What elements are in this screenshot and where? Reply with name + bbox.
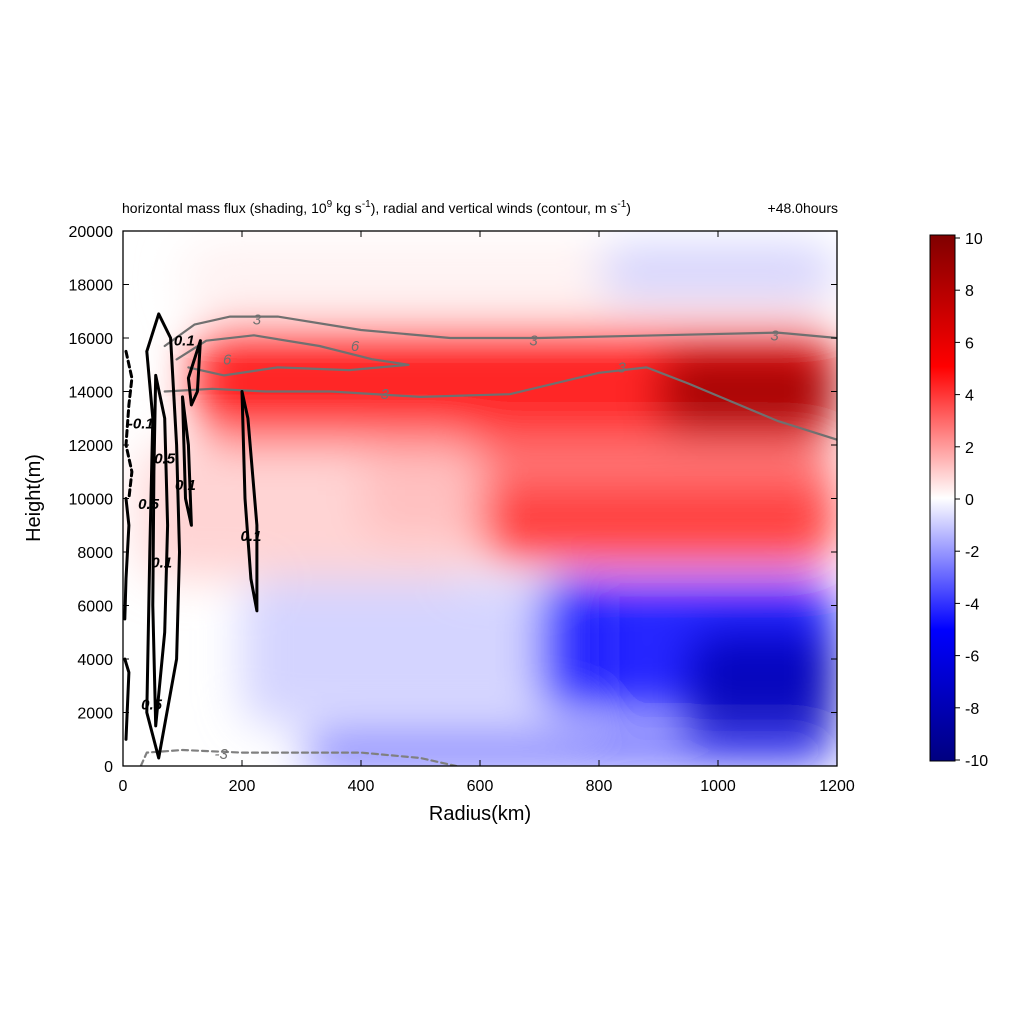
contour-line [124,349,134,500]
contour-label: 0.1 [175,477,196,494]
y-tick-label: 16000 [69,331,114,348]
contour-line [139,748,458,766]
y-tick-label: 8000 [77,545,113,562]
forecast-time-label: +48.0hours [768,200,838,216]
y-axis-ticks: 0 2000 4000 6000 8000 10000 12000 14000 16000 180… [69,224,837,776]
contour-label: 0.5 [141,696,163,713]
x-tick-label: 0 [119,778,128,795]
y-axis-title: Height(m) [23,454,45,542]
y-tick-label: 6000 [77,599,113,616]
y-tick-label: 10000 [69,492,114,509]
contour-label: -3 [215,746,229,763]
colorbar-tick-label: 4 [965,388,974,405]
y-tick-label: 20000 [69,224,114,241]
wind-contours [123,312,837,766]
chart-title: horizontal mass flux (shading, 109 kg s-… [122,199,631,216]
shading-region [480,485,837,566]
colorbar-tick-label: -8 [965,701,979,718]
shading-region [688,632,837,753]
y-tick-label: 0 [104,759,113,776]
colorbar-tick-labels: 10 8 6 4 2 0 -2 -4 -6 -8 -10 [955,231,988,770]
title-sup-minus1-a: -1 [362,199,371,210]
y-tick-label: 18000 [69,278,114,295]
contour-line [123,657,131,741]
x-tick-label: 600 [467,778,494,795]
colorbar: 10 8 6 4 2 0 -2 -4 -6 -8 -10 [929,231,988,770]
title-sup-9: 9 [327,199,333,210]
colorbar-tick-label: 6 [965,335,974,352]
contour-line [181,395,193,527]
colorbar-tick-label: 2 [965,440,974,457]
colorbar-tick-label: -10 [965,753,988,770]
shading-region [242,578,599,726]
title-mid2: ), radial and vertical winds (contour, m… [371,200,618,216]
contour-line [145,312,181,760]
contour-line [151,373,170,728]
y-tick-label: 4000 [77,652,113,669]
x-tick-label: 800 [586,778,613,795]
colorbar-tick-label: 10 [965,231,983,248]
colorbar-gradient [929,234,956,762]
contour-label: 0.5 [154,450,176,467]
shading-region [658,351,837,432]
x-axis-title: Radius(km) [429,803,531,825]
colorbar-tick-label: -2 [965,544,979,561]
title-suffix: ) [626,200,631,216]
colorbar-tick-label: -6 [965,649,979,666]
contour-label: 0.1 [151,555,172,572]
y-tick-label: 14000 [69,385,114,402]
colorbar-tick-label: -4 [965,596,979,613]
shading-region [301,733,837,766]
contour-line [175,334,410,377]
contour-label: 0.1 [240,528,261,545]
x-tick-label: 1000 [700,778,736,795]
contour-label: 0.5 [138,496,160,513]
shading-region [599,244,837,298]
contour-label: 6 [223,351,232,368]
y-tick-label: 12000 [69,438,114,455]
colorbar-tick-label: 0 [965,492,974,509]
title-mid: kg s [332,200,362,216]
title-sup-minus1-b: -1 [617,199,626,210]
contour-line [163,315,837,348]
contour-line [240,390,259,613]
contour-line [163,366,837,441]
x-tick-label: 200 [229,778,256,795]
title-prefix: horizontal mass flux (shading, 10 [122,200,327,216]
colorbar-tick-label: 8 [965,283,974,300]
contour-label: 3 [381,386,390,403]
contour-label: 3 [529,333,538,350]
contour-label: 6 [351,338,360,355]
contour-label: -0.1 [128,416,154,433]
contour-label: 3 [253,311,262,328]
y-tick-label: 2000 [77,706,113,723]
shading-region [140,445,480,579]
contour-label: 3 [770,327,779,344]
x-axis-ticks: 0 200 400 600 800 1000 1200 [119,231,855,795]
contour-line [186,339,202,407]
contour-label: 0.1 [174,333,195,350]
x-tick-label: 400 [348,778,375,795]
x-tick-label: 1200 [819,778,855,795]
contour-label: 3 [617,359,626,376]
